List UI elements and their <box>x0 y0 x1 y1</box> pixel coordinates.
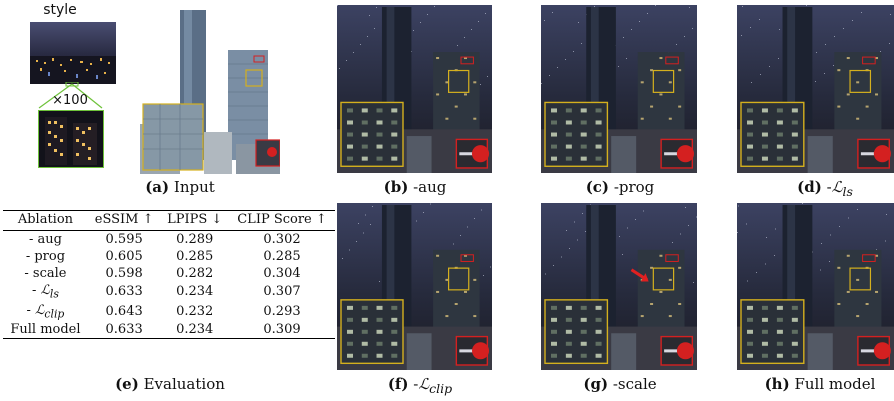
caption-d: (d) -ℒls <box>797 178 853 199</box>
caption-g: (g) -scale <box>583 375 657 393</box>
caption-c: (c) -prog <box>585 178 655 196</box>
table-row: Full model 0.633 0.234 0.309 <box>10 322 301 338</box>
caption-b: (b) -aug <box>383 178 447 196</box>
zoom-label: ×100 <box>52 93 88 108</box>
table-row: - scale 0.598 0.282 0.304 <box>24 266 301 281</box>
caption-f: (f) -ℒclip <box>387 375 453 396</box>
style-label: style <box>43 2 77 18</box>
result-image-b <box>337 5 492 173</box>
result-image-d <box>737 5 894 173</box>
header-essim: eSSIM ↑ <box>87 210 161 231</box>
evaluation-table-wrap: Ablation eSSIM ↑ LPIPS ↓ CLIP Score ↑ - … <box>3 210 335 340</box>
result-image-c <box>541 5 697 173</box>
input-image <box>140 4 280 174</box>
style-zoom-crop <box>38 110 104 168</box>
evaluation-table: Ablation eSSIM ↑ LPIPS ↓ CLIP Score ↑ - … <box>3 210 335 340</box>
caption-e: (e) Evaluation <box>115 375 225 393</box>
table-header-row: Ablation eSSIM ↑ LPIPS ↓ CLIP Score ↑ <box>3 210 335 231</box>
caption-h: (h) Full model <box>764 375 876 393</box>
zoom-connector <box>38 82 103 109</box>
table-row: - ℒls 0.633 0.234 0.307 <box>31 283 301 301</box>
header-lpips: LPIPS ↓ <box>160 210 230 231</box>
header-clip: CLIP Score ↑ <box>229 210 335 231</box>
header-ablation: Ablation <box>3 210 88 231</box>
table-row: - ℒclip 0.643 0.232 0.293 <box>26 302 301 321</box>
result-image-g <box>541 203 697 370</box>
result-image-f <box>337 203 492 370</box>
caption-a: (a) Input <box>145 178 215 196</box>
table-row: - prog 0.605 0.285 0.285 <box>25 249 301 264</box>
table-row: - aug 0.595 0.289 0.302 <box>28 232 301 247</box>
style-image <box>30 22 116 84</box>
result-image-h <box>737 203 894 370</box>
